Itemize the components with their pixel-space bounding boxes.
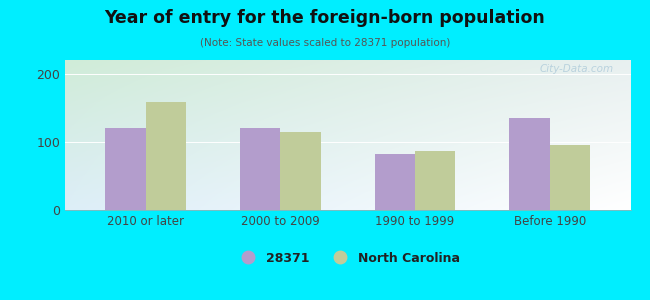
Bar: [550, 145, 590, 210]
Bar: [510, 118, 550, 210]
Bar: [374, 154, 415, 210]
Bar: [146, 102, 186, 210]
Bar: [105, 128, 146, 210]
Text: Year of entry for the foreign-born population: Year of entry for the foreign-born popul…: [105, 9, 545, 27]
Bar: [240, 128, 280, 210]
Bar: [280, 132, 321, 210]
Text: City-Data.com: City-Data.com: [540, 64, 614, 74]
Text: (Note: State values scaled to 28371 population): (Note: State values scaled to 28371 popu…: [200, 38, 450, 47]
Legend: 28371, North Carolina: 28371, North Carolina: [231, 247, 465, 270]
Bar: [415, 151, 456, 210]
